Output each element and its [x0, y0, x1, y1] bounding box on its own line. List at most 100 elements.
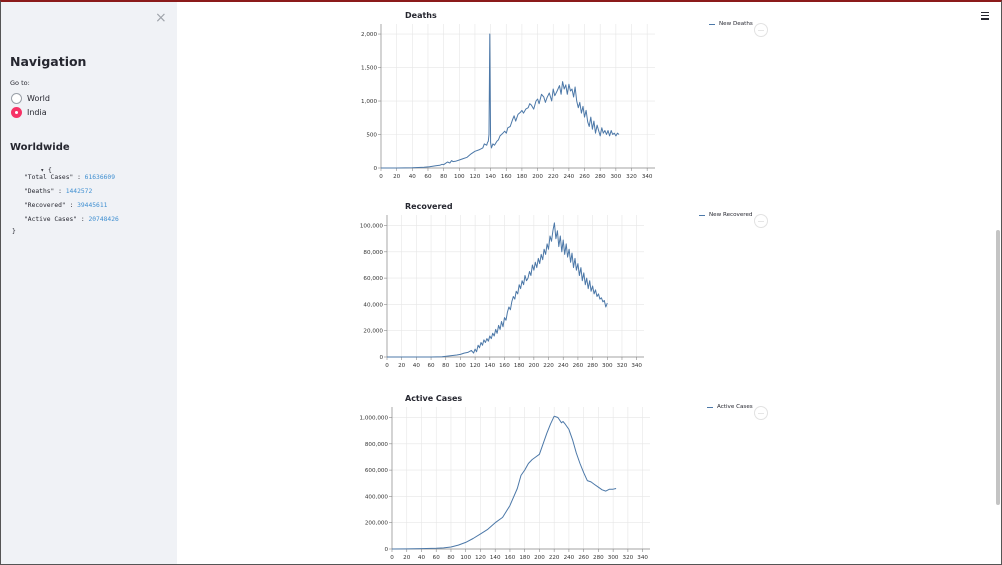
y-tick-label: 1,000 — [361, 99, 377, 105]
x-tick-label: 160 — [501, 174, 512, 180]
x-tick-label: 200 — [534, 555, 545, 561]
series-line — [391, 415, 617, 550]
deaths-chart: 0 20 40 60 80 100 120 140 160 180 200 220 240 260 280 3… — [361, 24, 655, 180]
x-tick-label: 80 — [440, 174, 448, 180]
chart-title-deaths: Deaths — [405, 11, 437, 20]
series-line — [381, 33, 620, 169]
y-tick-label: 20,000 — [363, 329, 383, 335]
y-tick-label: 100,000 — [360, 224, 384, 230]
y-tick-label: 0 — [373, 166, 377, 172]
x-tick-label: 300 — [602, 363, 613, 369]
legend-recovered: New Recovered — [699, 212, 752, 218]
x-tick-label: 120 — [475, 555, 486, 561]
x-tick-label: 340 — [637, 555, 648, 561]
sidebar: × Navigation Go to: World India Worldwid… — [1, 2, 177, 564]
close-icon[interactable]: × — [155, 10, 167, 26]
x-tick-label: 60 — [433, 555, 441, 561]
y-tick-label: 600,000 — [365, 468, 389, 474]
y-tick-label: 1,500 — [361, 66, 377, 72]
legend-deaths: New Deaths — [709, 21, 753, 27]
goto-label: Go to: — [10, 79, 30, 87]
json-close-line: } — [12, 228, 16, 235]
x-tick-label: 120 — [470, 174, 481, 180]
series-line — [387, 222, 608, 358]
x-tick-label: 120 — [470, 363, 481, 369]
x-tick-label: 320 — [626, 174, 637, 180]
chart-actions-button[interactable]: … — [754, 406, 768, 420]
x-tick-label: 20 — [393, 174, 401, 180]
legend-swatch — [699, 214, 705, 216]
x-tick-label: 260 — [573, 363, 584, 369]
active-cases-chart: 0 20 40 60 80 100 120 140 160 180 200 220 240 260 280 3… — [360, 407, 650, 561]
y-tick-label: 2,000 — [361, 32, 377, 38]
chart-actions-button[interactable]: … — [754, 214, 768, 228]
worldwide-title: Worldwide — [10, 142, 70, 153]
json-item-deaths: "Deaths" : 1442572 — [24, 188, 93, 195]
chart-title-active-cases: Active Cases — [405, 394, 463, 403]
x-tick-label: 20 — [403, 555, 411, 561]
x-tick-label: 240 — [564, 174, 575, 180]
x-tick-label: 60 — [427, 363, 435, 369]
y-tick-label: 0 — [384, 547, 388, 553]
legend-active-cases: Active Cases — [707, 404, 753, 410]
x-tick-label: 160 — [499, 363, 510, 369]
radio-label: India — [27, 107, 47, 117]
x-tick-label: 340 — [642, 174, 653, 180]
x-tick-label: 340 — [631, 363, 642, 369]
radio-label: World — [27, 93, 50, 103]
x-tick-label: 80 — [447, 555, 455, 561]
x-tick-label: 180 — [519, 555, 530, 561]
radio-option-world[interactable]: World — [11, 92, 50, 104]
x-tick-label: 300 — [611, 174, 622, 180]
y-tick-label: 80,000 — [363, 250, 383, 256]
main-content: Deaths 0 20 40 60 80 100 120 140 160 180 200 220 240… — [177, 2, 1001, 564]
x-tick-label: 200 — [529, 363, 540, 369]
y-tick-label: 1,000,000 — [360, 416, 389, 422]
y-tick-label: 0 — [379, 355, 383, 361]
x-tick-label: 140 — [490, 555, 501, 561]
y-tick-label: 60,000 — [363, 276, 383, 282]
radio-option-india[interactable]: India — [11, 106, 47, 118]
x-tick-label: 220 — [548, 174, 559, 180]
json-open-line[interactable]: ▾ { — [40, 167, 52, 174]
y-tick-label: 200,000 — [365, 521, 389, 527]
legend-label: New Deaths — [719, 21, 753, 27]
x-tick-label: 320 — [617, 363, 628, 369]
x-tick-label: 160 — [505, 555, 516, 561]
x-tick-label: 0 — [385, 363, 389, 369]
legend-label: New Recovered — [709, 212, 753, 218]
x-tick-label: 100 — [454, 174, 465, 180]
json-item-active-cases: "Active Cases" : 20748426 — [24, 216, 119, 223]
x-tick-label: 100 — [460, 555, 471, 561]
x-tick-label: 40 — [418, 555, 426, 561]
json-item-total-cases: "Total Cases" : 61636609 — [24, 174, 116, 181]
x-tick-label: 280 — [587, 363, 598, 369]
x-tick-label: 280 — [593, 555, 604, 561]
x-tick-label: 220 — [549, 555, 560, 561]
collapse-caret-icon[interactable]: ▾ — [40, 167, 45, 174]
x-tick-label: 100 — [455, 363, 466, 369]
legend-swatch — [707, 406, 713, 408]
vertical-scrollbar[interactable] — [996, 230, 1000, 505]
chart-actions-button[interactable]: … — [754, 23, 768, 37]
x-tick-label: 20 — [398, 363, 406, 369]
x-tick-label: 280 — [595, 174, 606, 180]
y-tick-label: 40,000 — [363, 302, 383, 308]
radio-circle-icon — [11, 92, 22, 104]
x-tick-label: 180 — [514, 363, 525, 369]
x-tick-label: 260 — [579, 174, 590, 180]
x-tick-label: 80 — [442, 363, 450, 369]
legend-label: Active Cases — [717, 404, 753, 410]
recovered-chart: 0 20 40 60 80 100 120 140 160 180 200 220 240 260 280 3… — [360, 215, 644, 369]
x-tick-label: 140 — [484, 363, 495, 369]
x-tick-label: 180 — [517, 174, 528, 180]
sidebar-title: Navigation — [10, 54, 87, 69]
json-item-recovered: "Recovered" : 39445611 — [24, 202, 108, 209]
hamburger-menu-icon[interactable] — [981, 12, 989, 21]
y-tick-label: 500 — [366, 133, 377, 139]
x-tick-label: 260 — [578, 555, 589, 561]
x-tick-label: 240 — [558, 363, 569, 369]
y-tick-label: 400,000 — [365, 494, 389, 500]
legend-swatch — [709, 23, 715, 25]
